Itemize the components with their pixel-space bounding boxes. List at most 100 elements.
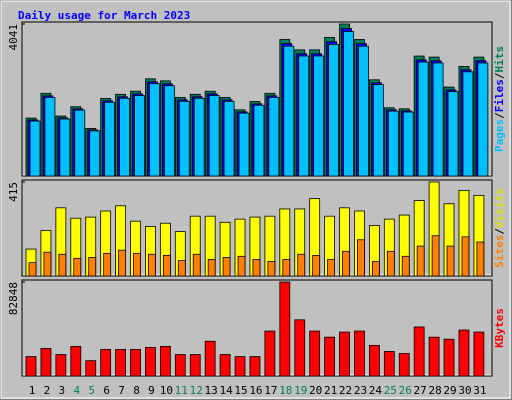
bar [73, 257, 82, 277]
bar [104, 101, 116, 177]
bar [159, 345, 171, 377]
bar [100, 349, 112, 377]
bar [368, 344, 380, 377]
bar [431, 235, 440, 277]
bar [189, 354, 201, 377]
x-tick-label: 23 [354, 384, 367, 397]
bar [372, 84, 384, 177]
bar [252, 259, 261, 277]
x-tick-label: 20 [309, 384, 322, 397]
x-tick-label: 31 [473, 384, 486, 397]
bar [328, 43, 340, 177]
bar [327, 259, 336, 277]
bar [283, 45, 295, 177]
x-tick-label: 22 [339, 384, 352, 397]
bar [43, 251, 52, 277]
legend-separator: / [493, 72, 506, 79]
legend-entry: Hits [493, 46, 506, 73]
bar [298, 55, 310, 177]
bar [162, 254, 171, 277]
bar [267, 261, 276, 277]
legend-separator: / [493, 228, 506, 235]
bar [70, 345, 82, 377]
bar [223, 100, 235, 177]
legend-entry: Sites [493, 235, 506, 268]
bar [40, 348, 52, 377]
y-tick-label: 82848 [7, 282, 20, 315]
bar [28, 262, 37, 277]
x-tick-label: 11 [175, 384, 188, 397]
bar [145, 346, 156, 377]
bar [264, 330, 276, 377]
x-tick-label: 9 [148, 384, 155, 397]
x-tick-label: 25 [384, 384, 397, 397]
x-tick-label: 8 [133, 384, 140, 397]
bar [103, 252, 112, 277]
bar [163, 85, 175, 177]
bar [401, 255, 410, 277]
x-tick-label: 15 [234, 384, 247, 397]
bar [207, 259, 216, 277]
bar [343, 31, 354, 177]
x-tick-label: 30 [458, 384, 471, 397]
bar [133, 252, 141, 277]
x-tick-label: 28 [428, 384, 441, 397]
bar [88, 257, 97, 277]
bar [253, 104, 265, 177]
bar [219, 354, 231, 377]
bar [447, 91, 459, 177]
legend: Pages/Files/Hits [493, 46, 506, 152]
bar [387, 110, 399, 177]
bar [413, 326, 425, 377]
x-tick-label: 24 [369, 384, 383, 397]
x-tick-label: 19 [294, 384, 307, 397]
bar [383, 351, 395, 377]
bar [309, 330, 321, 377]
bar [428, 336, 440, 377]
bar [297, 253, 306, 277]
bar [59, 118, 71, 177]
bar [313, 55, 325, 177]
bar [25, 356, 37, 377]
bar [461, 236, 470, 277]
bar [115, 349, 126, 377]
bar [134, 95, 145, 177]
x-tick-label: 16 [249, 384, 262, 397]
bar [416, 245, 425, 277]
bar [354, 330, 365, 377]
legend-separator: / [493, 112, 506, 119]
bar [55, 354, 67, 377]
bar [339, 331, 350, 377]
bar [118, 249, 126, 277]
bar [476, 241, 485, 277]
bar [204, 340, 216, 377]
x-tick-label: 6 [103, 384, 110, 397]
legend: Sites/Visits [493, 188, 506, 268]
bar [462, 71, 474, 177]
bar [85, 360, 97, 377]
x-tick-label: 4 [73, 384, 80, 397]
x-tick-label: 14 [219, 384, 233, 397]
x-tick-label: 17 [264, 384, 277, 397]
x-tick-label: 21 [324, 384, 337, 397]
bar [130, 349, 141, 377]
bar [294, 319, 306, 377]
bar [417, 61, 429, 177]
x-tick-label: 1 [29, 384, 36, 397]
bar [446, 245, 455, 277]
legend-entry: Pages [493, 119, 506, 152]
bar [177, 260, 186, 277]
bar [192, 253, 201, 277]
bar [89, 130, 101, 177]
bar [58, 253, 67, 277]
x-tick-label: 26 [399, 384, 412, 397]
x-tick-label: 2 [44, 384, 51, 397]
chart-title: Daily usage for March 2023 [18, 9, 190, 22]
bar [357, 239, 365, 277]
y-tick-label: 4041 [7, 24, 20, 51]
bar [119, 97, 130, 177]
bar [371, 261, 380, 277]
legend-entry: Visits [493, 188, 506, 228]
